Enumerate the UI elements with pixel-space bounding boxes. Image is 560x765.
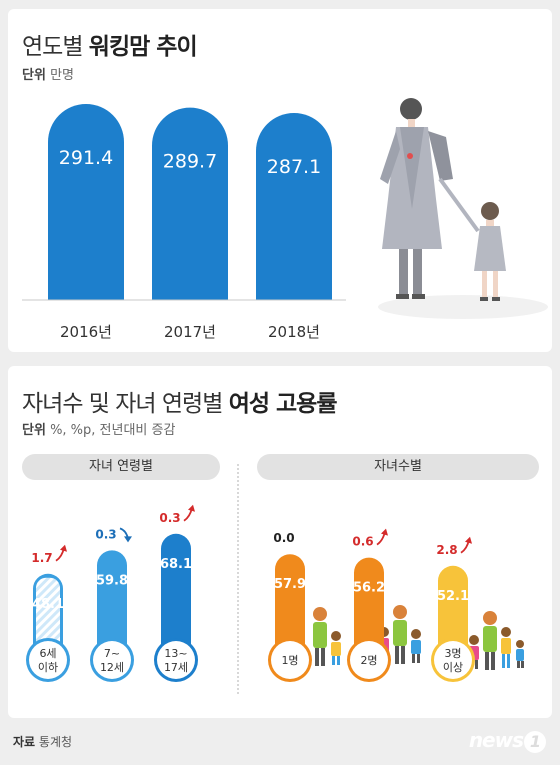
mother-child-illustration [378, 98, 548, 319]
therm-1-2-arrowhead [188, 504, 195, 512]
therm-1-2-bulb [157, 641, 195, 679]
year-bar-2 [256, 113, 332, 300]
therm-2-0-tube [275, 554, 305, 660]
therm-2-2-label-0: 3명 [444, 647, 461, 660]
therm-2-1-arrowhead [381, 528, 388, 536]
news1-logo: news 1 [469, 728, 546, 753]
therm-1-2-value: 68.1 [160, 557, 192, 572]
therm-2-1-value: 56.2 [353, 581, 385, 596]
therm-2-2-label-1: 이상 [443, 661, 463, 674]
yearly-bar-chart: 291.4 2016년 289.7 2017년 287.1 2018년 [22, 98, 548, 341]
therm-1-2-label-1: 17세 [164, 661, 188, 674]
source-footer: 자료 통계청 [13, 733, 72, 750]
yearly-panel: 연도별 워킹맘 추이 단위 만명 291.4 2 [8, 9, 552, 352]
employment-unit-label: 단위 [22, 423, 46, 438]
employment-unit-value: %, %p, 전년대비 증감 [50, 423, 176, 438]
therm-1-0-label-1: 이하 [38, 660, 58, 674]
employment-title-prefix: 자녀수 및 자녀 연령별 [22, 391, 229, 417]
therm-1-0-arrowhead [60, 544, 67, 552]
employment-unit: 단위 %, %p, 전년대비 증감 [22, 419, 175, 438]
year-bar-value-2: 287.1 [267, 156, 321, 178]
therm-2-0-value: 57.9 [274, 577, 306, 592]
tab-age: 자녀 연령별 [22, 454, 220, 480]
therm-2-1-label-0: 2명 [360, 654, 377, 667]
therm-1-1-label-0: 7~ [104, 647, 120, 660]
yearly-title: 연도별 워킹맘 추이 [22, 27, 198, 61]
yearly-unit-label: 단위 [22, 68, 46, 83]
source-label: 자료 [13, 735, 36, 749]
therm-1-0-value: 48.1 [32, 597, 64, 612]
year-bar-1 [152, 107, 228, 300]
year-label-1: 2017년 [164, 323, 216, 341]
therm-1-1-label-1: 12세 [100, 661, 124, 674]
therm-2-2-change: 2.8 [436, 543, 457, 557]
employment-panel: 자녀수 및 자녀 연령별 여성 고용률 단위 %, %p, 전년대비 증감 자녀… [8, 366, 552, 718]
therm-1-2-tube [161, 533, 191, 660]
therm-1-2-label-0: 13~ [164, 647, 187, 660]
therm-2-1-change: 0.6 [352, 535, 373, 549]
family-illustrations [313, 605, 524, 670]
therm-1-0-stripe [36, 577, 60, 654]
therm-2-0-bulb [271, 641, 309, 679]
employment-title-bold: 여성 고용률 [228, 391, 338, 417]
employment-title: 자녀수 및 자녀 연령별 여성 고용률 [22, 384, 337, 418]
year-label-2: 2018년 [268, 323, 320, 341]
therm-1-1-change: 0.3 [95, 527, 116, 541]
therm-1-0-bulb [29, 641, 67, 679]
year-bar-value-0: 291.4 [59, 147, 113, 169]
news1-logo-mark: 1 [524, 731, 546, 753]
therm-2-0-label-0: 1명 [281, 654, 298, 667]
therm-1-1-arrowhead [124, 536, 132, 543]
yearly-unit: 단위 만명 [22, 64, 74, 83]
therm-1-1-bulb [93, 641, 131, 679]
tab-count: 자녀수별 [257, 454, 539, 480]
therm-2-1-bulb [350, 641, 388, 679]
section-divider [237, 464, 239, 694]
therm-1-2-change: 0.3 [159, 511, 180, 525]
yearly-title-bold: 워킹맘 추이 [88, 34, 198, 60]
therm-2-2-bulb [434, 641, 472, 679]
therm-2-0-change: 0.0 [273, 531, 294, 545]
therm-1-1-value: 59.8 [96, 573, 128, 588]
source-value: 통계청 [38, 735, 73, 749]
yearly-title-prefix: 연도별 [22, 34, 89, 60]
therm-2-2-value: 52.1 [437, 589, 469, 604]
year-label-0: 2016년 [60, 323, 112, 341]
year-bar-0 [48, 104, 124, 300]
therm-2-1-tube [354, 557, 384, 660]
therm-2-2-arrowhead [465, 536, 472, 544]
therm-1-1-tube [97, 550, 127, 660]
year-bar-value-1: 289.7 [163, 151, 217, 173]
yearly-unit-value: 만명 [50, 68, 74, 83]
news1-logo-text: news [468, 728, 524, 752]
therm-2-2-tube [438, 565, 468, 660]
therm-1-0-label-0: 6세 [39, 647, 56, 660]
therm-1-0-change: 1.7 [31, 551, 52, 565]
